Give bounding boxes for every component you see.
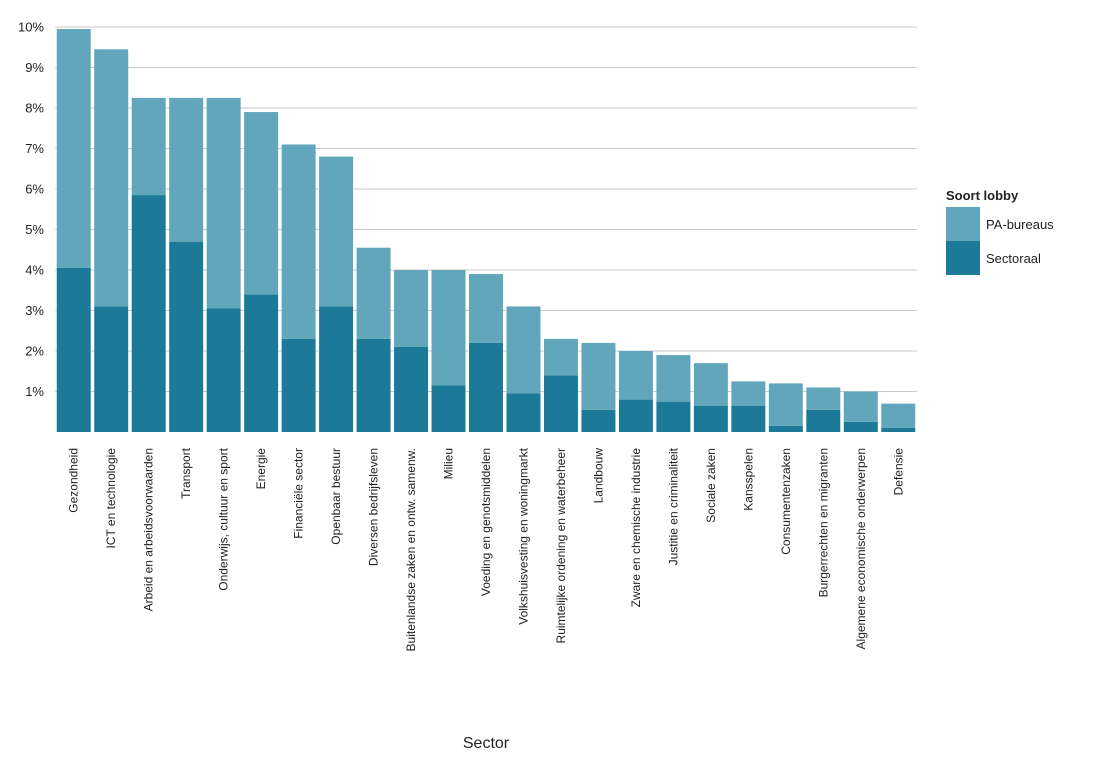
bar-pa-bureaus (281, 144, 316, 339)
x-axis-category-labels: Gezondheid ICT en technologie Arbeid en ar… (67, 447, 906, 651)
bar-pa-bureaus (656, 355, 691, 402)
bar-pa-bureaus (94, 49, 129, 307)
x-category-label: ICT en technologie (104, 448, 118, 549)
bar-sectoraal (618, 399, 653, 432)
x-category-label: Zware en chemische industrie (629, 448, 643, 608)
y-tick-label: 7% (25, 141, 44, 156)
bar-sectoraal (356, 338, 391, 432)
y-tick-label: 10% (18, 20, 44, 35)
y-tick-label: 9% (25, 60, 44, 75)
bar-pa-bureaus (506, 306, 541, 394)
y-axis-tick-labels: 1% 2% 3% 4% 5% 6% 7% 8% 9% 10% (18, 20, 44, 400)
bar-sectoraal (56, 267, 91, 432)
bar-pa-bureaus (319, 156, 354, 307)
y-tick-label: 1% (25, 384, 44, 399)
x-axis-title: Sector (463, 735, 510, 752)
x-category-label: Milieu (442, 448, 456, 479)
y-tick-label: 6% (25, 182, 44, 197)
x-category-label: Transport (179, 447, 193, 499)
bar-sectoraal (806, 409, 841, 432)
legend: Soort lobby PA-bureaus Sectoraal (946, 188, 1054, 275)
bar-pa-bureaus (131, 97, 166, 196)
bar-sectoraal (843, 421, 878, 432)
x-category-label: Kansspelen (741, 448, 755, 511)
bar-sectoraal (131, 195, 166, 432)
bar-pa-bureaus (806, 387, 841, 410)
x-category-label: Sociale zaken (704, 448, 718, 523)
bar-sectoraal (693, 405, 728, 432)
y-tick-label: 2% (25, 344, 44, 359)
bar-sectoraal (731, 405, 766, 432)
bar-sectoraal (319, 306, 354, 432)
bar-pa-bureaus (693, 363, 728, 406)
bar-sectoraal (469, 342, 503, 432)
bar-sectoraal (581, 409, 616, 432)
y-tick-label: 3% (25, 303, 44, 318)
bar-pa-bureaus (881, 403, 916, 428)
x-category-label: Openbaar bestuur (329, 448, 343, 545)
bar-pa-bureaus (431, 270, 466, 386)
x-category-label: Justitie en criminaliteit (666, 447, 680, 565)
bar-pa-bureaus (169, 97, 204, 242)
bar-sectoraal (394, 346, 429, 432)
legend-swatch (946, 207, 980, 241)
x-category-label: Onderwijs, cultuur en sport (217, 447, 231, 590)
x-category-label: Diversen bedrijfsleven (367, 448, 381, 566)
bar-sectoraal (506, 393, 541, 432)
bar-pa-bureaus (244, 112, 279, 295)
y-tick-label: 8% (25, 101, 44, 116)
x-category-label: Financiële sector (292, 448, 306, 539)
bars (56, 29, 916, 432)
legend-label: PA-bureaus (986, 217, 1054, 232)
x-category-label: Gezondheid (67, 448, 81, 513)
x-category-label: Voeding en genotsmiddelen (479, 448, 493, 596)
bar-sectoraal (881, 427, 916, 432)
bar-pa-bureaus (731, 381, 766, 406)
bar-sectoraal (244, 294, 279, 432)
legend-swatch (946, 241, 980, 275)
bar-sectoraal (206, 308, 241, 432)
bar-pa-bureaus (394, 270, 429, 347)
x-category-label: Ruimtelijke ordening en waterbeheer (554, 448, 568, 643)
bar-pa-bureaus (581, 342, 616, 410)
bar-pa-bureaus (206, 97, 241, 309)
bar-sectoraal (431, 385, 466, 432)
x-category-label: Energie (254, 448, 268, 490)
bar-pa-bureaus (56, 29, 91, 268)
x-category-label: Arbeid en arbeidsvoorwaarden (142, 448, 156, 611)
bar-sectoraal (543, 375, 578, 432)
legend-title: Soort lobby (946, 188, 1019, 203)
bar-sectoraal (94, 306, 129, 432)
x-category-label: Defensie (891, 448, 905, 496)
legend-label: Sectoraal (986, 251, 1041, 266)
bar-pa-bureaus (768, 383, 803, 426)
bar-pa-bureaus (356, 247, 391, 339)
x-category-label: Buitenlandse zaken en ontw. samenw. (404, 448, 418, 651)
y-tick-label: 4% (25, 263, 44, 278)
bar-pa-bureaus (843, 391, 878, 422)
y-tick-label: 5% (25, 222, 44, 237)
x-category-label: Consumentenzaken (779, 448, 793, 555)
bar-sectoraal (281, 338, 316, 432)
bar-pa-bureaus (469, 274, 503, 343)
bar-pa-bureaus (543, 338, 578, 376)
bar-sectoraal (656, 401, 691, 432)
bar-sectoraal (169, 241, 204, 432)
bar-pa-bureaus (618, 351, 653, 400)
x-category-label: Burgerrechten en migranten (816, 448, 830, 597)
bar-sectoraal (768, 425, 803, 432)
x-category-label: Volkshuisvesting en woningmarkt (516, 447, 530, 624)
x-category-label: Landbouw (591, 448, 605, 504)
x-category-label: Algemene economische onderwerpen (854, 448, 868, 649)
legend-items: PA-bureaus Sectoraal (946, 207, 1054, 275)
